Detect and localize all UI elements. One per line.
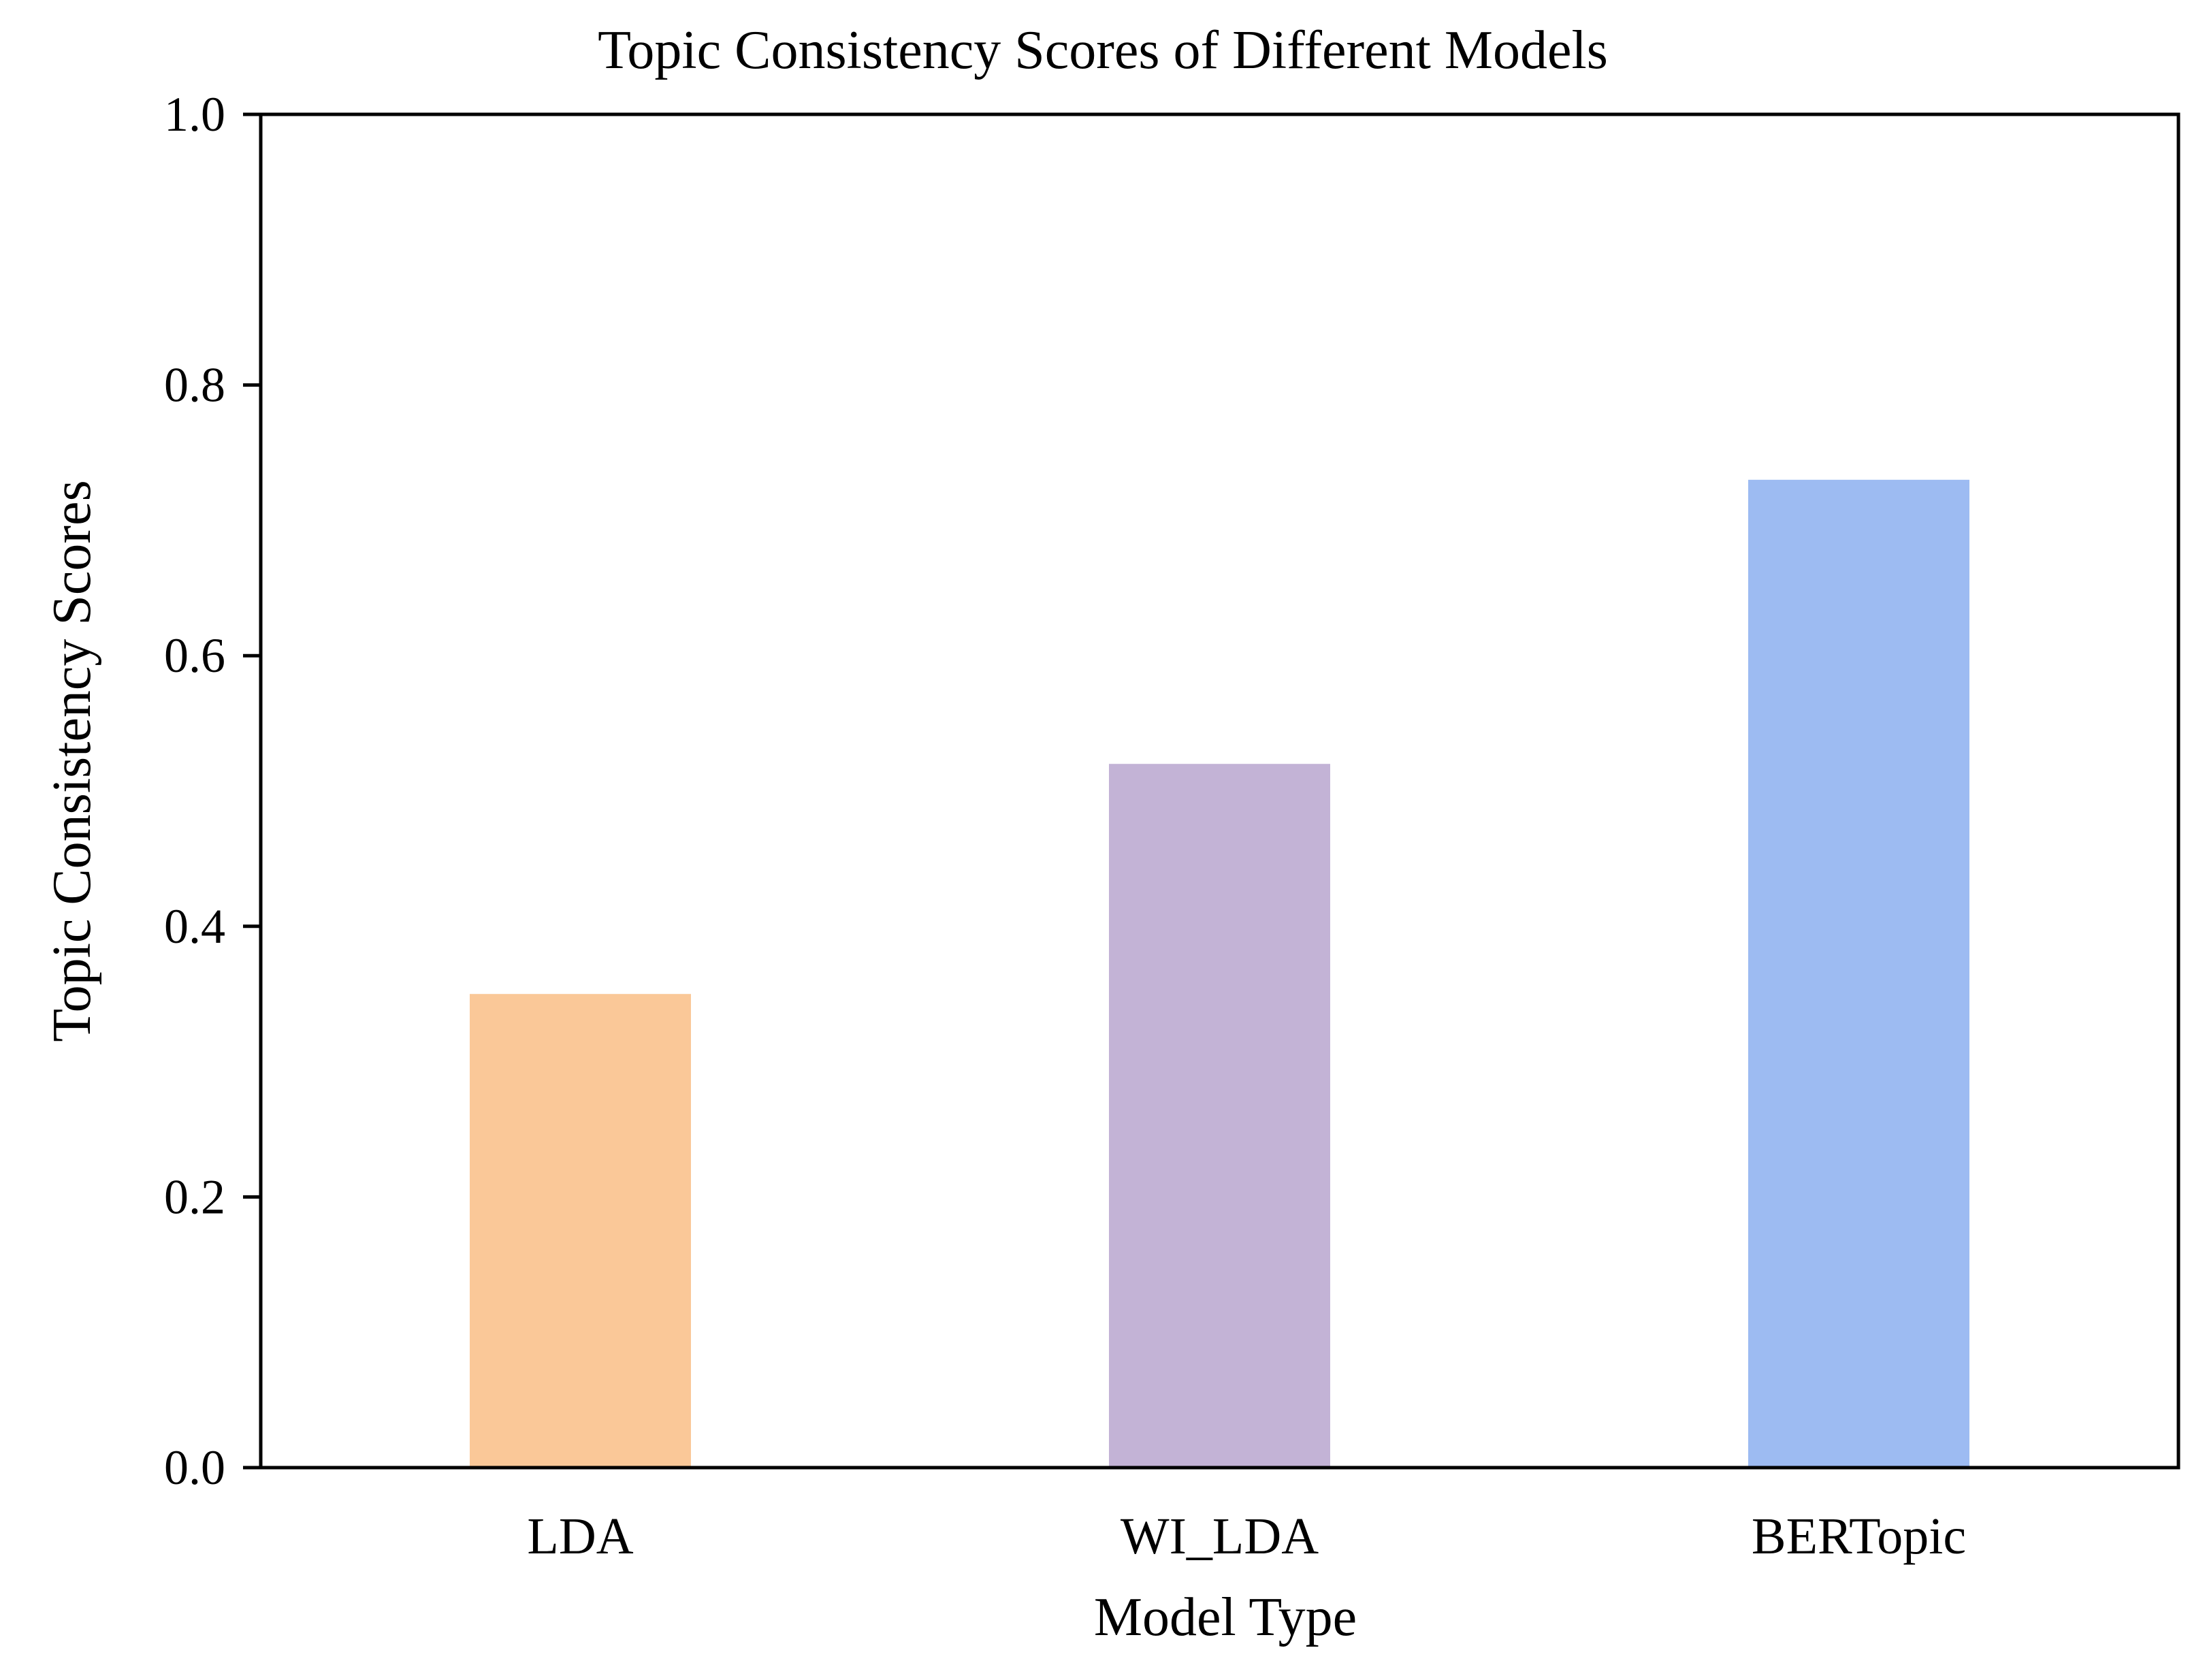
- y-tick-label: 0.6: [164, 628, 225, 683]
- bar-lda: [470, 994, 691, 1468]
- y-tick-label: 0.2: [164, 1169, 225, 1224]
- bar-bertopic: [1748, 479, 1969, 1468]
- y-tick-label: 1.0: [164, 87, 225, 142]
- x-tick-label: WI_LDA: [1121, 1508, 1319, 1565]
- y-tick-label: 0.0: [164, 1440, 225, 1495]
- plot-area: LDA WI_LDA BERTopic 0.0 0.2 0.4 0.6 0.8 1.0: [164, 87, 2180, 1565]
- y-tick-label: 0.8: [164, 358, 225, 413]
- x-tick-label: LDA: [527, 1508, 633, 1565]
- y-tick-label: 0.4: [164, 899, 225, 954]
- chart-title: Topic Consistency Scores of Different Mo…: [598, 20, 1608, 80]
- y-axis-label: Topic Consistency Scores: [42, 480, 102, 1041]
- x-tick-label: BERTopic: [1752, 1508, 1966, 1565]
- x-axis-label: Model Type: [1094, 1587, 1357, 1647]
- plot-frame: [259, 112, 2180, 1470]
- bar-wi-lda: [1109, 764, 1330, 1468]
